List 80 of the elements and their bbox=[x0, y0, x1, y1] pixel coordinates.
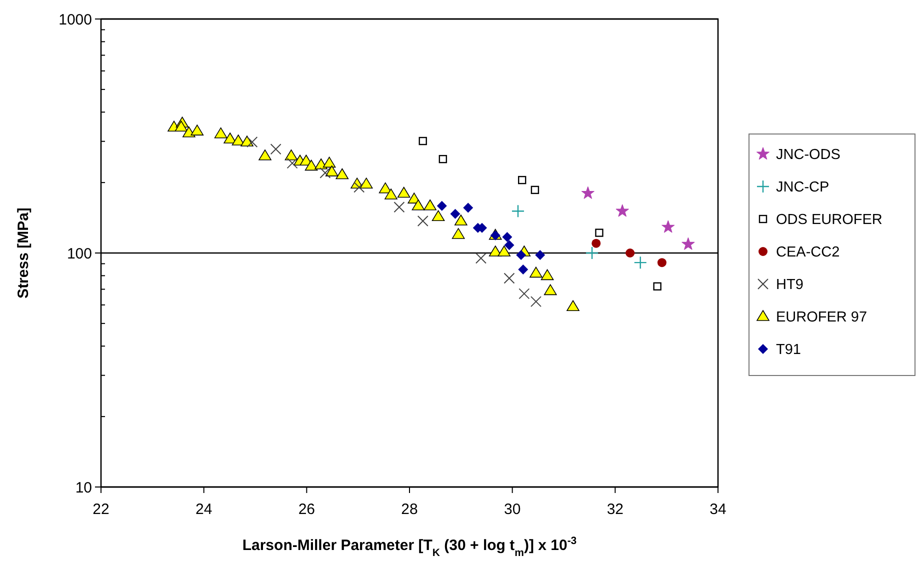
y-tick-label: 1000 bbox=[58, 11, 92, 28]
point bbox=[397, 186, 410, 198]
point bbox=[322, 156, 336, 168]
x-tick-label: 32 bbox=[606, 501, 624, 518]
point bbox=[626, 248, 635, 258]
point bbox=[190, 124, 204, 136]
point bbox=[360, 178, 373, 188]
point bbox=[258, 149, 272, 160]
x-tick-label: 22 bbox=[92, 501, 110, 518]
point bbox=[581, 186, 594, 199]
point bbox=[475, 252, 486, 264]
point bbox=[224, 132, 236, 144]
point bbox=[394, 202, 405, 213]
point bbox=[616, 204, 629, 217]
y-axis-title: Stress [MPa] bbox=[15, 208, 32, 298]
point bbox=[214, 127, 228, 138]
point bbox=[516, 250, 526, 260]
point bbox=[585, 246, 599, 260]
point bbox=[535, 250, 546, 260]
x-tick-label: 28 bbox=[401, 501, 418, 518]
point bbox=[232, 134, 245, 146]
point bbox=[174, 120, 188, 132]
legend-label: CEA-CC2 bbox=[776, 244, 840, 261]
x-tick-label: 34 bbox=[710, 501, 726, 518]
point bbox=[320, 167, 331, 178]
legend-label: HT9 bbox=[776, 277, 804, 294]
point bbox=[354, 182, 365, 193]
y-tick-label: 100 bbox=[66, 245, 92, 262]
point bbox=[436, 200, 447, 211]
point bbox=[518, 264, 528, 275]
point bbox=[502, 232, 512, 242]
point bbox=[284, 149, 298, 160]
point bbox=[511, 204, 525, 218]
point bbox=[336, 168, 349, 180]
point bbox=[544, 284, 557, 296]
point bbox=[518, 176, 526, 184]
legend-label: ODS EUROFER bbox=[776, 212, 882, 228]
point bbox=[566, 300, 580, 312]
point bbox=[530, 296, 542, 308]
y-tick-label: 10 bbox=[75, 479, 92, 496]
point bbox=[417, 216, 428, 227]
x-axis-title: Larson-Miller Parameter [T$_{K}$ (30 + log t$_{m}$)] x 10$^{-3}$ bbox=[242, 535, 577, 559]
point bbox=[653, 282, 662, 290]
point bbox=[270, 144, 282, 155]
legend-label: JNC-CP bbox=[776, 180, 830, 196]
point bbox=[286, 158, 298, 169]
x-tick-label: 24 bbox=[195, 501, 212, 518]
point bbox=[657, 258, 666, 268]
point bbox=[438, 154, 448, 164]
point bbox=[634, 256, 647, 270]
legend-label: JNC-ODS bbox=[776, 147, 840, 164]
point bbox=[384, 188, 398, 200]
point bbox=[504, 272, 515, 284]
point bbox=[412, 199, 425, 210]
point bbox=[432, 210, 445, 222]
x-tick-label: 26 bbox=[298, 501, 316, 518]
point bbox=[595, 228, 604, 237]
legend-label: T91 bbox=[776, 342, 801, 358]
point bbox=[530, 186, 540, 194]
point bbox=[488, 246, 502, 256]
point bbox=[424, 199, 436, 210]
point bbox=[452, 228, 465, 239]
point bbox=[682, 237, 695, 250]
point bbox=[246, 136, 258, 148]
point bbox=[304, 160, 318, 171]
point bbox=[504, 240, 514, 250]
point bbox=[530, 266, 542, 278]
legend-label: EUROFER 97 bbox=[776, 310, 868, 326]
point bbox=[325, 166, 338, 176]
point bbox=[592, 238, 601, 248]
point bbox=[662, 220, 675, 233]
point bbox=[498, 246, 511, 256]
point bbox=[540, 269, 554, 280]
point bbox=[182, 126, 196, 138]
point bbox=[518, 288, 530, 300]
point bbox=[454, 214, 468, 226]
x-tick-label: 30 bbox=[504, 501, 521, 518]
point bbox=[463, 202, 474, 213]
point bbox=[450, 208, 460, 219]
point bbox=[418, 136, 427, 146]
